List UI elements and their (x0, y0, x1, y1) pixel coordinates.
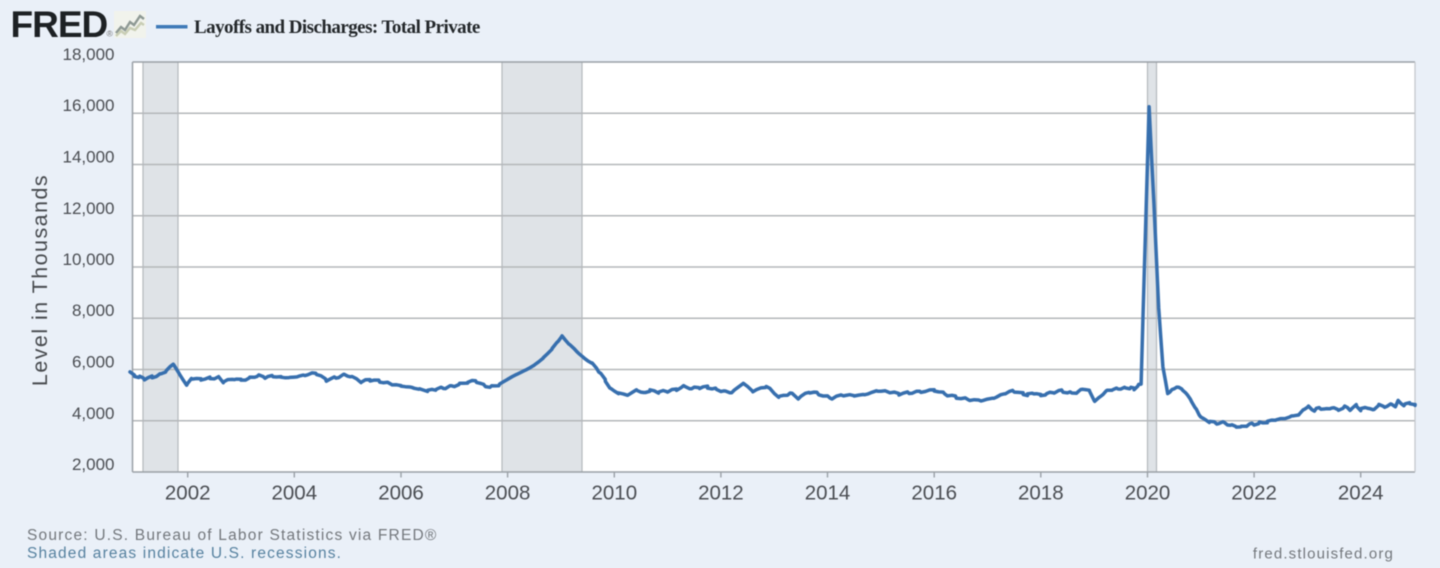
svg-text:2018: 2018 (1018, 482, 1064, 505)
svg-text:Layoffs and Discharges: Total: Layoffs and Discharges: Total Private (194, 17, 480, 38)
svg-text:4,000: 4,000 (72, 404, 115, 423)
svg-text:6,000: 6,000 (72, 353, 115, 372)
svg-text:2004: 2004 (271, 482, 317, 505)
svg-text:2002: 2002 (165, 482, 211, 505)
svg-text:2024: 2024 (1338, 482, 1384, 505)
svg-text:2014: 2014 (805, 482, 851, 505)
svg-text:fred.stlouisfed.org: fred.stlouisfed.org (1253, 546, 1394, 563)
svg-text:2006: 2006 (378, 482, 424, 505)
svg-text:2022: 2022 (1231, 482, 1277, 505)
svg-text:2012: 2012 (698, 482, 744, 505)
svg-text:2008: 2008 (485, 482, 531, 505)
svg-text:Level in Thousands: Level in Thousands (28, 174, 52, 386)
svg-text:12,000: 12,000 (63, 199, 115, 218)
svg-text:14,000: 14,000 (63, 148, 115, 167)
svg-text:®: ® (107, 29, 114, 39)
svg-text:2016: 2016 (911, 482, 957, 505)
svg-text:Source: U.S. Bureau of Labor S: Source: U.S. Bureau of Labor Statistics … (27, 527, 438, 544)
svg-text:2010: 2010 (591, 482, 637, 505)
svg-text:10,000: 10,000 (63, 250, 115, 269)
svg-text:16,000: 16,000 (63, 96, 115, 115)
svg-text:2,000: 2,000 (72, 455, 115, 474)
svg-text:FRED: FRED (11, 4, 108, 45)
svg-text:Shaded areas indicate U.S. rec: Shaded areas indicate U.S. recessions. (27, 545, 342, 562)
svg-text:18,000: 18,000 (63, 45, 115, 64)
svg-text:2020: 2020 (1125, 482, 1171, 505)
svg-text:8,000: 8,000 (72, 301, 115, 320)
